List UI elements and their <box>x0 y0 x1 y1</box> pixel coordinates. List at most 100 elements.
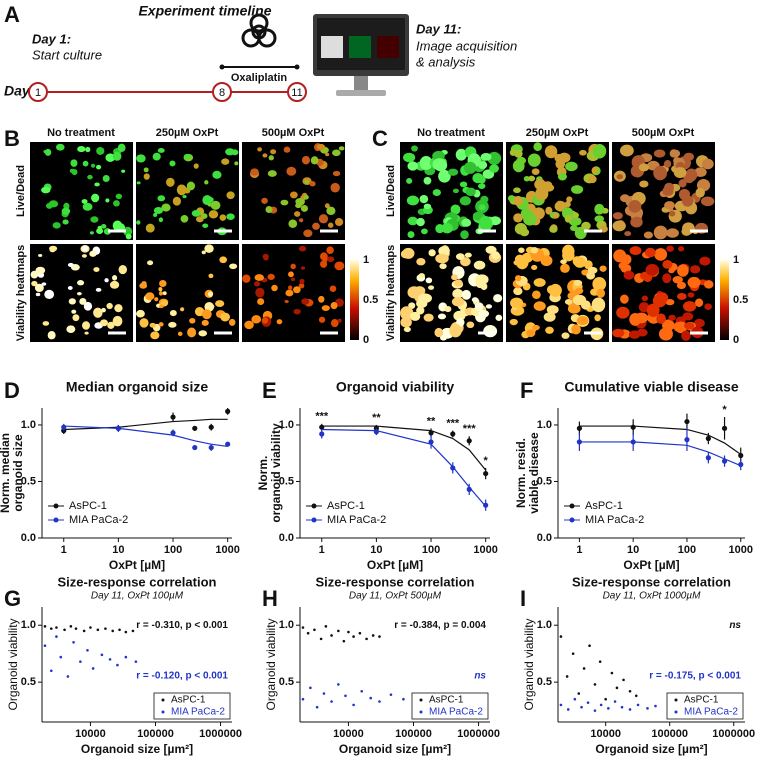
x-tick-label: 1 <box>319 544 325 556</box>
organoid <box>143 173 150 180</box>
organoid <box>85 146 91 153</box>
organoid <box>409 311 421 321</box>
colorbar <box>350 260 359 340</box>
scatter-point <box>301 626 305 629</box>
end-text: Image acquisition <box>416 38 517 53</box>
organoid <box>316 143 326 151</box>
organoid <box>290 263 296 270</box>
column-header: No treatment <box>47 127 115 139</box>
y-tick-label: 0.0 <box>21 532 36 544</box>
organoid <box>283 146 291 153</box>
scatter-point <box>389 693 393 696</box>
organoid <box>513 195 523 207</box>
organoid <box>533 142 542 152</box>
organoid <box>96 146 105 155</box>
organoid <box>91 193 100 203</box>
organoid <box>158 286 163 292</box>
organoid <box>207 291 214 297</box>
organoid <box>41 282 47 286</box>
legend-marker <box>419 698 423 702</box>
data-point <box>192 444 198 451</box>
organoid <box>532 290 541 300</box>
organoid <box>402 247 415 259</box>
scatter-point <box>628 708 632 711</box>
organoid <box>480 153 492 161</box>
x-tick-label: 10000 <box>333 728 364 740</box>
scatter-point <box>301 697 305 701</box>
organoid <box>162 291 167 296</box>
organoid <box>82 202 93 211</box>
annotation: r = -0.384, p = 0.004 <box>394 620 486 631</box>
x-tick-label: 10 <box>370 544 382 556</box>
organoid <box>574 287 584 295</box>
organoid <box>613 249 627 263</box>
organoid <box>573 279 583 287</box>
chart-title: Size-response correlation <box>58 574 217 589</box>
y-axis-label: Organoid viability <box>522 618 536 710</box>
organoid <box>677 264 689 277</box>
significance-label: * <box>722 404 727 416</box>
organoid <box>527 153 541 167</box>
organoid <box>257 298 265 306</box>
organoid <box>150 331 160 340</box>
organoid <box>38 253 43 257</box>
organoid <box>299 218 304 223</box>
organoid <box>121 169 126 173</box>
organoid <box>634 312 649 324</box>
organoid <box>489 164 499 173</box>
scatter-point <box>118 628 121 632</box>
colorbar-tick-label: 1 <box>733 254 739 266</box>
organoid <box>683 322 695 330</box>
day-label: Day <box>4 83 31 99</box>
data-point <box>630 439 636 445</box>
organoid <box>549 283 562 297</box>
organoid <box>418 273 425 279</box>
scatter-point <box>610 671 614 675</box>
scatter-point <box>108 658 112 661</box>
organoid <box>93 267 100 272</box>
organoid <box>516 156 527 165</box>
organoid <box>465 187 476 197</box>
organoid <box>565 161 578 172</box>
organoid <box>682 312 694 321</box>
organoid <box>112 151 122 161</box>
fit-curve <box>63 418 228 431</box>
organoid <box>62 219 69 225</box>
organoid <box>289 191 298 199</box>
organoid <box>554 201 567 212</box>
organoid <box>428 249 436 257</box>
organoid <box>439 263 447 270</box>
organoid <box>82 160 89 167</box>
organoid <box>455 148 467 161</box>
organoid <box>109 280 120 289</box>
organoid <box>93 307 103 318</box>
organoid <box>320 252 328 261</box>
organoid <box>143 167 149 173</box>
data-point <box>705 435 711 442</box>
organoid <box>189 317 196 324</box>
scatter-point <box>369 696 373 700</box>
data-point <box>450 465 456 471</box>
significance-label: *** <box>463 423 477 435</box>
scatter-point <box>79 660 82 663</box>
organoid <box>663 159 672 168</box>
fit-curve <box>579 441 741 467</box>
legend-marker <box>53 503 59 509</box>
organoid <box>474 302 484 311</box>
scatter-point <box>82 629 86 633</box>
organoid <box>79 298 87 305</box>
organoid <box>478 204 486 211</box>
organoid <box>586 271 596 280</box>
micrograph <box>30 244 133 342</box>
data-point <box>225 441 231 447</box>
organoid <box>480 195 489 203</box>
organoid <box>618 262 626 270</box>
x-tick-label: 1 <box>61 544 67 556</box>
y-axis-label: organoid size <box>11 434 25 512</box>
data-point <box>319 431 325 437</box>
organoid <box>147 260 154 266</box>
scatter-point <box>306 631 310 635</box>
organoid <box>513 187 521 194</box>
organoid <box>67 286 73 290</box>
organoid <box>438 246 450 256</box>
